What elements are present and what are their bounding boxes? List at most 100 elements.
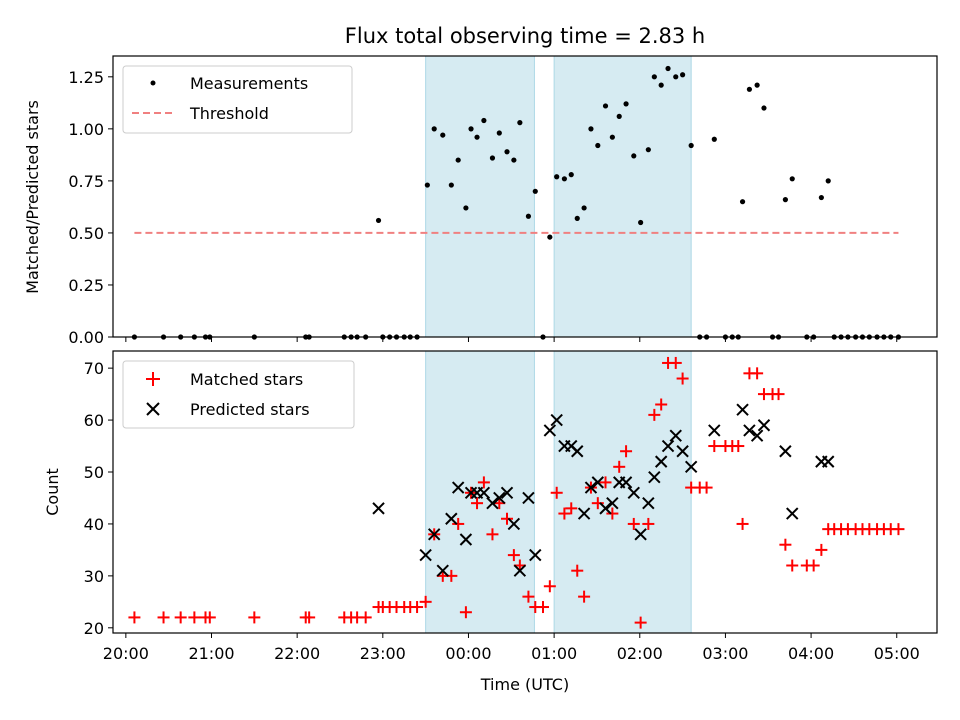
bottom-axes-ticks: 20:00 21:00 22:00 23:00 00:00 01:00 02:00 03:00… [84, 359, 920, 663]
matched-stars-point [550, 486, 563, 499]
shaded-span [553, 55, 692, 338]
measurement-point [645, 147, 651, 153]
measurement-point [455, 157, 461, 163]
x-tick-label: 00:00 [445, 644, 491, 663]
matched-stars-point [536, 601, 549, 614]
x-tick-label: 02:00 [617, 644, 663, 663]
matched-stars-point [459, 606, 472, 619]
predicted-stars-point [779, 445, 792, 458]
predicted-stars-point [786, 507, 799, 520]
y-tick-label: 70 [84, 359, 104, 378]
measurement-point [474, 134, 480, 140]
matched-stars-point [558, 507, 571, 520]
predicted-stars-point [445, 512, 458, 525]
matched-stars-point [736, 517, 749, 530]
y-tick-label: 0.25 [68, 276, 104, 295]
predicted-stars-point [550, 413, 563, 427]
y-tick-label: 0.75 [68, 172, 104, 191]
predicted-stars-point [743, 424, 756, 437]
matched-stars-point [591, 497, 604, 510]
measurement-point [746, 86, 753, 92]
measurement-point [595, 142, 601, 149]
predicted-stars-point [619, 476, 633, 489]
predicted-stars-point [372, 502, 385, 515]
measurement-point [665, 65, 671, 72]
measurement-point [496, 130, 502, 136]
measurement-point [711, 136, 717, 142]
predicted-stars-point [669, 429, 682, 442]
legend-marker-matched [146, 372, 160, 386]
matched-stars-point [411, 601, 424, 614]
measurement-point [609, 134, 615, 140]
y-tick-label: 0.00 [68, 328, 104, 347]
legend-marker-predicted [146, 402, 160, 416]
measurement-point [623, 101, 629, 107]
matched-stars-point [359, 611, 372, 624]
measurement-point [568, 172, 574, 178]
top-legend: Measurements Threshold [122, 65, 353, 134]
predicted-stars-point [543, 424, 557, 437]
matched-stars-point [599, 476, 612, 489]
predicted-stars-point [529, 548, 542, 562]
predicted-stars-point [493, 491, 506, 505]
top-y-axis-label: Matched/Predicted stars [23, 100, 42, 294]
matched-stars-point [634, 616, 647, 629]
x-tick-label: 20:00 [103, 644, 149, 663]
bottom-shaded-spans [425, 350, 692, 634]
matched-stars-point [732, 440, 745, 453]
figure-title: Flux total observing time = 2.83 h [345, 24, 705, 48]
legend-label-predicted: Predicted stars [190, 400, 310, 419]
x-tick-label: 05:00 [874, 644, 920, 663]
matched-stars-point [786, 559, 799, 572]
matched-stars-point [174, 611, 187, 624]
measurement-point [517, 120, 523, 126]
measurement-point [638, 219, 644, 226]
predicted-stars-point [591, 476, 605, 489]
predicted-stars-point [684, 460, 698, 474]
predicted-stars-point [577, 507, 591, 520]
measurement-point [504, 149, 510, 155]
predicted-stars-point [500, 486, 514, 499]
y-tick-label: 40 [84, 515, 104, 534]
measurement-point [481, 117, 487, 124]
predicted-stars-point [642, 496, 655, 510]
predicted-stars-point [513, 564, 527, 577]
matched-stars-point [303, 611, 316, 624]
matched-stars-point [606, 507, 619, 520]
legend-marker-measurements [150, 80, 156, 86]
measurement-point [574, 215, 580, 221]
shaded-span [425, 55, 535, 338]
matched-stars-point [578, 590, 591, 603]
predicted-stars-point [757, 419, 771, 432]
predicted-stars-point [750, 429, 764, 442]
predicted-stars-point [584, 481, 598, 494]
matched-stars-point [157, 611, 170, 624]
measurement-point [489, 155, 496, 161]
y-tick-label: 60 [84, 411, 104, 430]
measurement-point [739, 199, 746, 205]
matched-stars-point [507, 549, 520, 562]
predicted-stars-point [427, 528, 441, 541]
y-tick-label: 20 [84, 619, 104, 638]
x-tick-label: 22:00 [274, 644, 320, 663]
predicted-stars-point [736, 403, 749, 416]
x-tick-label: 04:00 [788, 644, 834, 663]
measurement-point [511, 157, 517, 163]
measurement-point [431, 126, 437, 132]
predicted-stars-point [507, 517, 521, 531]
predicted-stars-point [486, 496, 499, 510]
predicted-stars-point [822, 455, 835, 468]
measurement-point [375, 217, 382, 224]
measurement-point [588, 126, 594, 132]
measurement-point [673, 74, 679, 80]
measurement-point [525, 213, 532, 219]
matched-stars-point [486, 528, 499, 541]
top-legend-box [122, 65, 353, 134]
measurement-point [554, 174, 560, 180]
matched-stars-point [128, 611, 141, 624]
measurement-point [547, 234, 553, 240]
matched-stars-point [452, 517, 465, 530]
matched-stars-point [655, 398, 668, 411]
matched-stars-point [676, 372, 689, 385]
